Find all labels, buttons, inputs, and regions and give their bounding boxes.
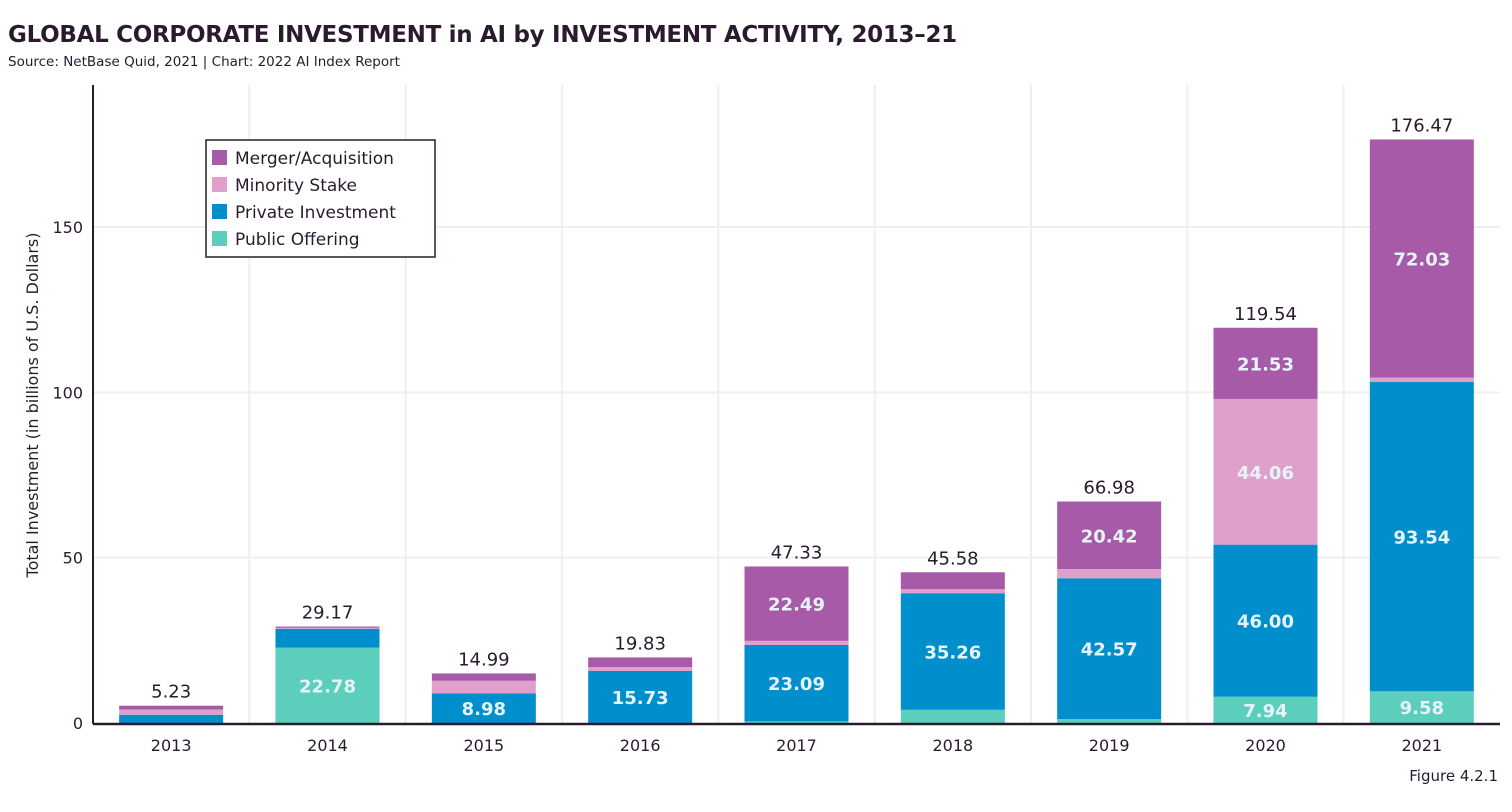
bar-segment-label: 42.57 [1081, 640, 1138, 661]
bar-segment-merger-acquisition [588, 657, 693, 668]
bar-total-label: 29.17 [302, 603, 354, 624]
bar-segment-label: 23.09 [768, 674, 825, 695]
x-tick-label: 2015 [463, 736, 504, 755]
bar-segment-public-offering [1369, 691, 1474, 723]
bar-segment-label: 20.42 [1081, 526, 1138, 547]
bar-total-label: 14.99 [458, 649, 510, 670]
bar-segment-label: 22.49 [768, 595, 825, 616]
bar-segment-minority-stake [1369, 377, 1474, 383]
figure-label: Figure 4.2.1 [1409, 767, 1498, 785]
y-tick-label: 0 [73, 714, 83, 733]
legend-swatch [212, 231, 227, 246]
y-tick-label: 100 [52, 383, 83, 402]
bar-segment-public-offering [744, 721, 849, 723]
y-tick-label: 50 [63, 549, 83, 568]
bar-segment-merger-acquisition [744, 566, 849, 641]
x-tick-label: 2016 [620, 736, 661, 755]
legend-label: Private Investment [235, 203, 396, 223]
x-tick-label: 2021 [1401, 736, 1442, 755]
bar-segment-label: 22.78 [299, 676, 356, 697]
bar-segment-minority-stake [1057, 569, 1162, 579]
bar-total-label: 5.23 [151, 682, 191, 703]
bar-segment-minority-stake [119, 709, 224, 715]
bar-total-label: 19.83 [614, 633, 666, 654]
x-tick-label: 2014 [307, 736, 348, 755]
bar-segment-merger-acquisition [119, 705, 224, 710]
x-tick-label: 2018 [932, 736, 973, 755]
bar-segment-merger-acquisition [1213, 327, 1318, 399]
bar-segment-private-investment [1369, 382, 1474, 692]
chart-title: GLOBAL CORPORATE INVESTMENT in AI by INV… [8, 22, 957, 48]
legend-swatch [212, 177, 227, 192]
legend-label: Minority Stake [235, 176, 357, 196]
bar-segment-public-offering [275, 647, 380, 723]
x-tick-label: 2013 [151, 736, 192, 755]
bar-segment-minority-stake [1213, 398, 1318, 545]
bar-segment-label: 35.26 [924, 642, 981, 663]
x-tick-label: 2019 [1089, 736, 1130, 755]
bar-segment-label: 93.54 [1393, 528, 1450, 549]
legend-label: Public Offering [235, 230, 360, 250]
bar-segment-merger-acquisition [900, 572, 1005, 590]
bar-segment-minority-stake [588, 667, 693, 671]
bar-segment-public-offering [1213, 696, 1318, 723]
bar-segment-label: 9.58 [1400, 698, 1444, 719]
legend-swatch [212, 204, 227, 219]
bar-segment-label: 72.03 [1393, 250, 1450, 271]
bar-segment-label: 21.53 [1237, 354, 1294, 375]
legend-label: Merger/Acquisition [235, 149, 394, 169]
bar-segment-private-investment [431, 693, 536, 723]
bar-segment-private-investment [1213, 544, 1318, 697]
bar-total-label: 45.58 [927, 548, 979, 569]
bar-segment-private-investment [900, 593, 1005, 710]
x-tick-label: 2017 [776, 736, 817, 755]
bar-segment-merger-acquisition [431, 673, 536, 681]
bar-segment-private-investment [275, 628, 380, 648]
bar-segment-label: 46.00 [1237, 612, 1294, 633]
bar-segment-label: 7.94 [1243, 701, 1287, 722]
bar-total-label: 66.98 [1083, 478, 1135, 499]
legend-swatch [212, 150, 227, 165]
bar-segment-merger-acquisition [1369, 139, 1474, 378]
bar-segment-minority-stake [431, 680, 536, 694]
bar-segment-private-investment [588, 670, 693, 723]
bar-segment-public-offering [900, 709, 1005, 723]
bar-total-label: 176.47 [1390, 115, 1453, 136]
bar-segment-minority-stake [275, 627, 380, 629]
bar-total-label: 119.54 [1234, 304, 1297, 325]
x-tick-label: 2020 [1245, 736, 1286, 755]
bar-total-label: 47.33 [771, 542, 823, 563]
legend-box [205, 139, 436, 258]
bar-segment-merger-acquisition [275, 626, 380, 628]
y-tick-label: 150 [52, 218, 83, 237]
bar-segment-public-offering [1057, 719, 1162, 723]
bar-segment-private-investment [1057, 578, 1162, 720]
bar-segment-private-investment [119, 714, 224, 723]
bar-segment-minority-stake [900, 589, 1005, 594]
bar-segment-private-investment [744, 644, 849, 722]
bar-segment-label: 8.98 [462, 699, 506, 720]
bar-segment-minority-stake [744, 640, 849, 645]
y-axis-label: Total Investment (in billions of U.S. Do… [23, 233, 42, 579]
bar-segment-merger-acquisition [1057, 501, 1162, 570]
chart-subtitle: Source: NetBase Quid, 2021 | Chart: 2022… [8, 54, 400, 70]
bar-segment-label: 15.73 [612, 688, 669, 709]
bar-segment-label: 44.06 [1237, 463, 1294, 484]
